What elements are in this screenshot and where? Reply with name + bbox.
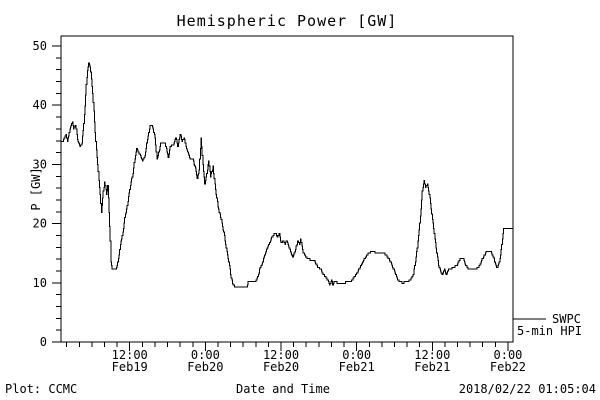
- x-tick-time-label: 12:00: [263, 348, 299, 362]
- y-tick-label: 40: [33, 98, 47, 112]
- x-tick-date-label: Feb19: [112, 360, 148, 374]
- x-tick-time-label: 12:00: [414, 348, 450, 362]
- y-axis-title: P [GW]: [29, 167, 43, 210]
- plot-timestamp: 2018/02/22 01:05:04: [459, 382, 596, 396]
- axis-tick-labels: 0102030405012:00Feb190:00Feb2012:00Feb20…: [33, 39, 526, 374]
- y-tick-label: 20: [33, 217, 47, 231]
- axis-ticks: [52, 45, 509, 351]
- legend: SWPC 5-min HPI: [513, 312, 582, 338]
- x-tick-date-label: Feb20: [187, 360, 223, 374]
- y-tick-label: 30: [33, 157, 47, 171]
- x-tick-date-label: Feb22: [490, 360, 526, 374]
- x-tick-time-label: 0:00: [191, 348, 220, 362]
- y-tick-label: 0: [40, 335, 47, 349]
- x-tick-time-label: 0:00: [494, 348, 523, 362]
- x-tick-time-label: 12:00: [112, 348, 148, 362]
- legend-series-name: SWPC: [552, 312, 581, 326]
- x-tick-time-label: 0:00: [342, 348, 371, 362]
- x-tick-date-label: Feb20: [263, 360, 299, 374]
- x-tick-date-label: Feb21: [414, 360, 450, 374]
- x-axis-title: Date and Time: [236, 382, 330, 396]
- legend-series-desc: 5-min HPI: [517, 324, 582, 338]
- plot-frame: [60, 35, 514, 343]
- data-series-line: [61, 62, 513, 288]
- plot-credit: Plot: CCMC: [5, 382, 77, 396]
- y-tick-label: 50: [33, 39, 47, 53]
- chart-title: Hemispheric Power [GW]: [177, 12, 398, 30]
- y-tick-label: 10: [33, 276, 47, 290]
- x-tick-date-label: Feb21: [339, 360, 375, 374]
